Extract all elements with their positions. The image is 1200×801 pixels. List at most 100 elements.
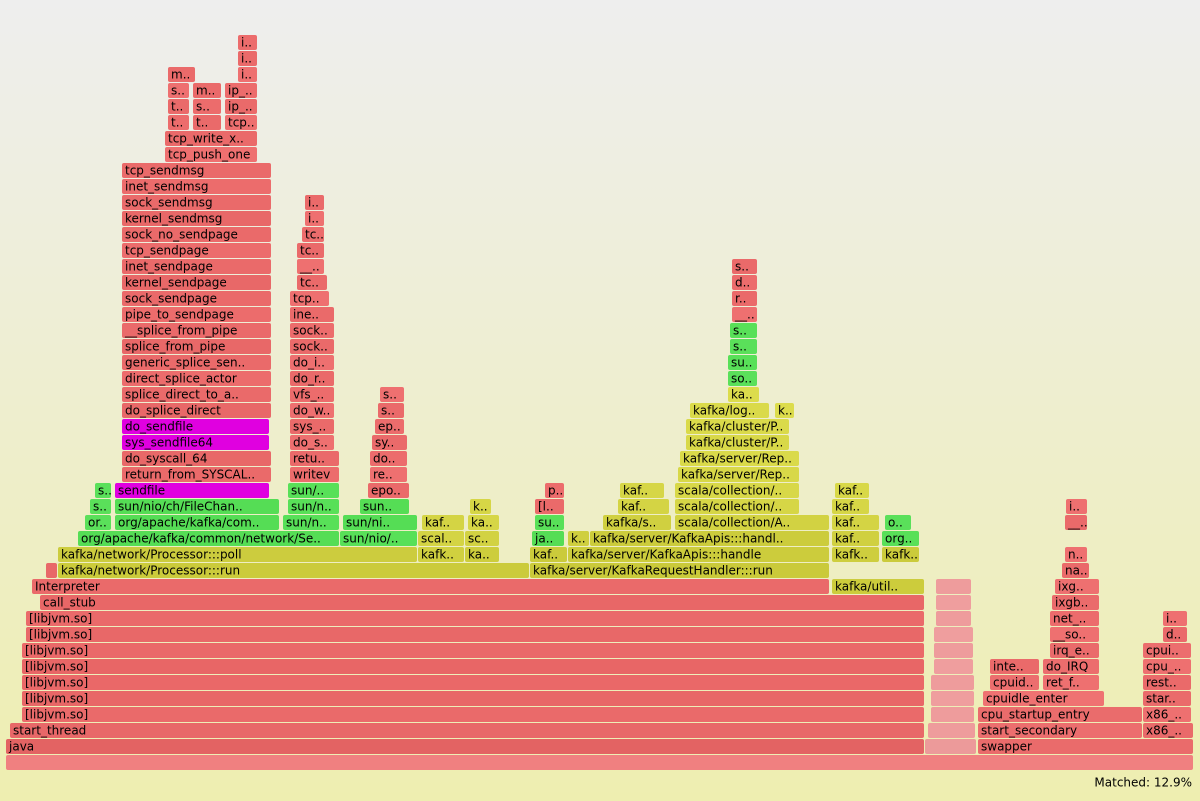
frame[interactable]: kafka/network/Processor:::run [58, 563, 529, 578]
frame-bar[interactable] [290, 403, 334, 418]
frame-bar[interactable] [1163, 627, 1187, 642]
frame-bar[interactable] [885, 515, 911, 530]
frame[interactable]: or.. [85, 515, 111, 530]
frame[interactable]: tcp.. [225, 115, 257, 130]
frame-bar[interactable] [568, 531, 589, 546]
frame-bar[interactable] [1066, 499, 1087, 514]
frame[interactable]: sys_.. [290, 419, 334, 434]
frame[interactable]: sun/n.. [283, 515, 339, 530]
frame-bar[interactable] [290, 387, 334, 402]
frame[interactable]: __splice_from_pipe [122, 323, 271, 338]
frame-bar[interactable] [832, 515, 879, 530]
frame-bar[interactable] [360, 499, 409, 514]
frame[interactable]: [libjvm.so] [22, 707, 924, 722]
frame-bar[interactable] [535, 499, 564, 514]
frame[interactable]: kafka/server/KafkaRequestHandler:::run [530, 563, 829, 578]
frame[interactable]: inet_sendmsg [122, 179, 271, 194]
frame[interactable]: s.. [90, 499, 111, 514]
frame-bar[interactable] [122, 227, 271, 242]
frame[interactable] [46, 563, 57, 578]
frame-bar[interactable] [238, 51, 257, 66]
frame[interactable]: kaf.. [530, 547, 567, 562]
frame[interactable] [936, 595, 971, 610]
frame-bar[interactable] [290, 355, 334, 370]
frame[interactable]: org/apache/kafka/com.. [115, 515, 279, 530]
frame-bar[interactable] [168, 83, 189, 98]
frame[interactable]: ka.. [465, 547, 499, 562]
frame-bar[interactable] [931, 707, 974, 722]
frame[interactable]: net_.. [1050, 611, 1099, 626]
frame[interactable]: so.. [728, 371, 757, 386]
frame[interactable]: kaf.. [618, 499, 669, 514]
frame[interactable] [934, 659, 973, 674]
frame-bar[interactable] [882, 547, 919, 562]
frame[interactable]: ixg.. [1055, 579, 1099, 594]
frame[interactable]: i.. [1163, 611, 1187, 626]
frame-bar[interactable] [1043, 675, 1099, 690]
frame[interactable]: ixgb.. [1052, 595, 1099, 610]
frame[interactable]: writev [290, 467, 339, 482]
frame-bar[interactable] [380, 387, 404, 402]
frame[interactable]: i.. [1066, 499, 1087, 514]
frame[interactable]: ine.. [290, 307, 334, 322]
frame[interactable]: org.. [882, 531, 919, 546]
frame-bar[interactable] [122, 259, 271, 274]
frame-bar[interactable] [568, 547, 829, 562]
frame[interactable]: p.. [545, 483, 564, 498]
frame[interactable]: sendfile [115, 483, 269, 498]
frame[interactable]: do_r.. [290, 371, 334, 386]
frame[interactable] [928, 723, 975, 738]
frame[interactable]: cpu_startup_entry [978, 707, 1142, 722]
frame-bar[interactable] [297, 243, 324, 258]
frame-bar[interactable] [22, 659, 924, 674]
frame[interactable]: kaf.. [832, 499, 869, 514]
frame[interactable] [936, 611, 971, 626]
frame[interactable]: kafka/s.. [603, 515, 671, 530]
frame-bar[interactable] [686, 419, 789, 434]
frame[interactable]: kaf.. [835, 483, 869, 498]
frame-bar[interactable] [225, 99, 257, 114]
frame[interactable]: swapper [978, 739, 1193, 754]
frame-bar[interactable] [22, 691, 924, 706]
frame-bar[interactable] [95, 483, 111, 498]
frame[interactable]: do_splice_direct [122, 403, 271, 418]
frame[interactable]: tcp_write_x.. [165, 131, 257, 146]
frame[interactable]: kafk.. [832, 547, 879, 562]
frame[interactable] [925, 739, 976, 754]
frame-bar[interactable] [40, 595, 924, 610]
frame[interactable]: [libjvm.so] [22, 691, 924, 706]
frame[interactable]: r.. [732, 291, 757, 306]
frame-bar[interactable] [545, 483, 564, 498]
frame-bar[interactable] [32, 579, 829, 594]
frame[interactable]: tc.. [302, 227, 324, 242]
frame[interactable]: sun.. [360, 499, 409, 514]
frame[interactable]: do.. [370, 451, 407, 466]
frame[interactable]: kafka/server/KafkaApis:::handl.. [590, 531, 829, 546]
frame-bar[interactable] [340, 531, 417, 546]
frame-bar[interactable] [122, 291, 271, 306]
frame[interactable]: __.. [1065, 515, 1088, 530]
frame[interactable]: cpu_.. [1143, 659, 1191, 674]
frame-bar[interactable] [22, 643, 924, 658]
frame-bar[interactable] [122, 275, 271, 290]
frame-bar[interactable] [115, 499, 279, 514]
frame[interactable]: __.. [732, 307, 757, 322]
frame[interactable]: kernel_sendpage [122, 275, 271, 290]
frame[interactable]: rest.. [1143, 675, 1191, 690]
frame-bar[interactable] [297, 259, 324, 274]
frame[interactable]: java [6, 739, 924, 754]
frame[interactable]: start_thread [10, 723, 924, 738]
frame-bar[interactable] [1043, 659, 1099, 674]
frame-bar[interactable] [78, 531, 339, 546]
frame-bar[interactable] [122, 179, 271, 194]
frame-bar[interactable] [732, 291, 757, 306]
frame[interactable]: scala/collection/A.. [675, 515, 829, 530]
frame[interactable]: s.. [730, 323, 757, 338]
frame-bar[interactable] [122, 419, 269, 434]
frame[interactable]: ka.. [468, 515, 499, 530]
frame-bar[interactable] [978, 739, 1193, 754]
frame-bar[interactable] [58, 563, 529, 578]
frame[interactable]: x86_.. [1143, 707, 1191, 722]
frame[interactable]: kafk.. [882, 547, 919, 562]
frame-bar[interactable] [686, 435, 789, 450]
